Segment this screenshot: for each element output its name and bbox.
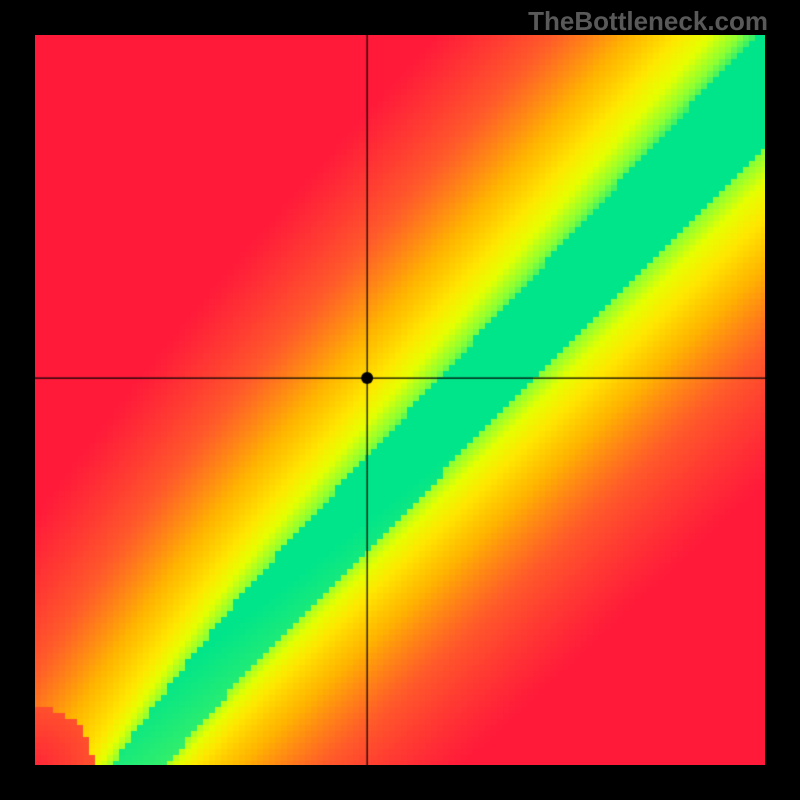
plot-frame [35,35,765,765]
watermark-label: TheBottleneck.com [528,6,768,37]
heatmap-canvas [35,35,765,765]
